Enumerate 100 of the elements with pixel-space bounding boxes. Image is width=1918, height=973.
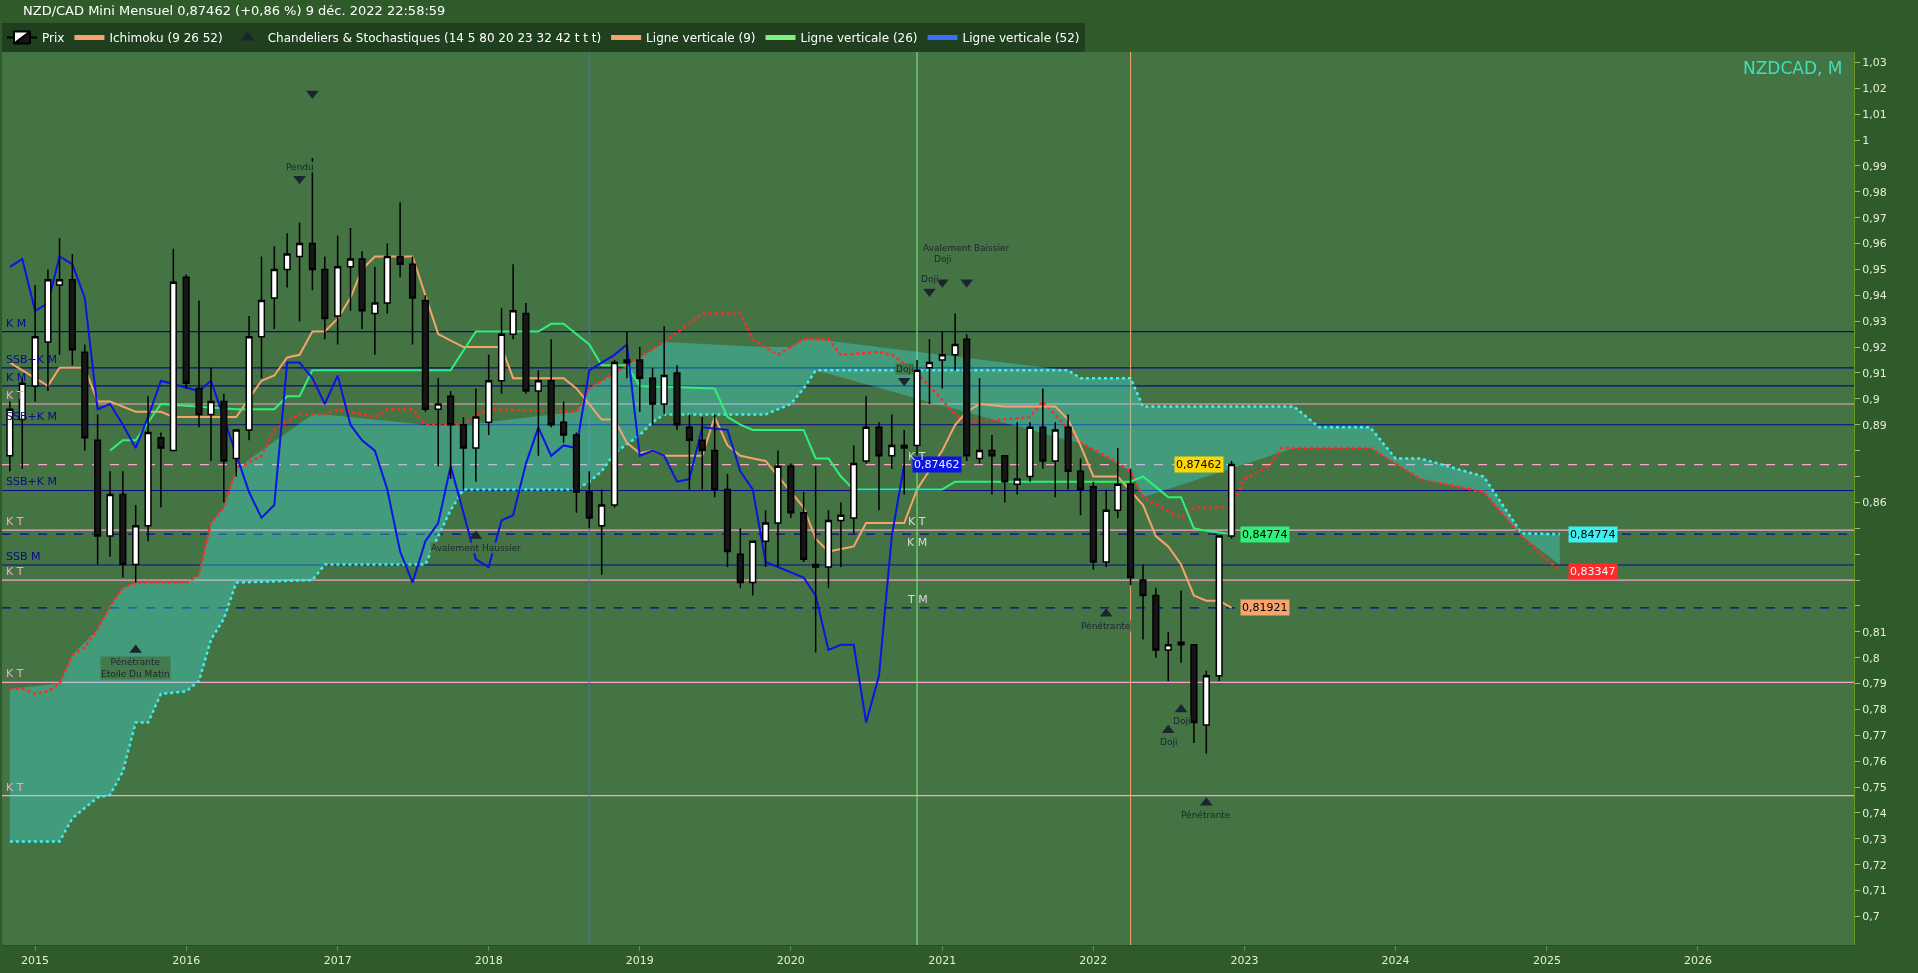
candlestick	[1039, 387, 1047, 470]
candlestick	[1064, 413, 1072, 491]
candlestick	[787, 462, 795, 519]
annotation: T M	[907, 593, 928, 606]
line-series	[8, 255, 1233, 609]
candlestick	[1051, 421, 1059, 498]
candlestick	[812, 465, 820, 654]
y-tick-label: 0,7	[1862, 910, 1880, 924]
annotation: K T	[908, 515, 926, 528]
y-tick-label: 0,8	[1862, 651, 1880, 665]
data-label: Pénétrante Etoile Du Matin	[101, 657, 170, 679]
data-label: Pénétrante	[1081, 621, 1131, 631]
candlestick	[660, 325, 668, 416]
x-tick-label: 2024	[1381, 954, 1410, 968]
data-label: Avalement Haussier	[431, 543, 522, 553]
y-tick-label: 1	[1862, 133, 1870, 147]
data-label: 0,84774	[1570, 528, 1616, 541]
y-tick-label: 0,93	[1862, 315, 1887, 329]
y-tick-label: 0,9	[1862, 392, 1880, 406]
annotation: K M	[907, 536, 928, 549]
candlestick	[685, 413, 693, 491]
y-tick-label: 0,71	[1862, 884, 1887, 898]
candlestick	[736, 527, 744, 589]
candlestick	[975, 377, 984, 465]
legend-label: Ligne verticale (52)	[962, 31, 1080, 46]
candlestick	[144, 395, 152, 542]
ref-line-label: K T	[6, 515, 24, 528]
candlestick	[371, 266, 379, 356]
candlestick	[358, 250, 366, 330]
candlestick	[888, 413, 896, 470]
candlestick	[81, 343, 89, 452]
candlestick	[963, 333, 971, 462]
y-tick-label: 0,97	[1862, 211, 1887, 225]
y-tick-label: 1,02	[1862, 82, 1887, 96]
x-tick-label: 2019	[625, 954, 654, 968]
candlestick	[900, 429, 908, 496]
y-tick-label: 0,89	[1862, 418, 1887, 432]
candlestick	[346, 227, 355, 312]
candlestick	[610, 359, 619, 509]
candlestick	[824, 509, 833, 589]
y-tick-label: 0,86	[1862, 496, 1887, 510]
data-label: Doji	[934, 254, 952, 264]
candlestick	[447, 390, 455, 480]
candlestick	[598, 488, 606, 576]
candlestick	[837, 501, 845, 568]
candlestick	[862, 395, 870, 465]
data-label: Doji	[1173, 716, 1191, 726]
data-label: 0,83347	[1570, 565, 1616, 578]
candlestick	[560, 400, 568, 444]
y-tick-label: 0,96	[1862, 237, 1887, 251]
candlestick	[207, 367, 215, 462]
y-tick-label: 0,99	[1862, 159, 1887, 173]
candlestick	[711, 413, 719, 498]
data-label: 0,84774	[1242, 528, 1288, 541]
candlestick	[774, 449, 782, 568]
candlestick	[951, 312, 959, 372]
x-tick-label: 2021	[928, 954, 957, 968]
candlestick	[1114, 447, 1122, 519]
candlestick	[421, 294, 429, 413]
text: 0,87462	[1176, 458, 1222, 471]
x-tick-label: 2022	[1079, 954, 1108, 968]
ref-line-label: K M	[6, 371, 27, 384]
candlestick	[295, 222, 304, 322]
candlestick	[761, 509, 770, 568]
x-tick-label: 2025	[1532, 954, 1561, 968]
y-tick-label: 0,92	[1862, 340, 1887, 354]
ref-line-label: K T	[6, 781, 24, 794]
data-label: Doji	[1160, 737, 1178, 747]
legend-label: Chandeliers & Stochastiques (14 5 80 20 23 32 42 t t t)	[267, 31, 602, 46]
x-tick-label: 2023	[1230, 954, 1259, 968]
ref-line-label: K T	[6, 389, 24, 402]
x-tick-label: 2018	[474, 954, 503, 968]
candlestick	[119, 470, 127, 579]
candlestick	[585, 470, 593, 530]
candlestick	[1076, 457, 1085, 517]
candlestick	[1202, 669, 1210, 755]
y-tick-label: 0,79	[1862, 677, 1887, 691]
candlestick	[157, 431, 165, 509]
ref-line-label: SSB+K M	[6, 475, 57, 488]
data-label: 0,81921	[1242, 601, 1288, 614]
legend-label: Ligne verticale (26)	[800, 31, 918, 46]
candlestick	[1190, 643, 1198, 744]
y-tick-label: 0,77	[1862, 729, 1887, 743]
candlestick	[1152, 587, 1160, 659]
candlestick	[1089, 480, 1097, 571]
point	[1174, 703, 1188, 713]
candlestick	[800, 491, 808, 563]
candlestick	[396, 201, 404, 278]
candlestick	[408, 255, 417, 346]
y-tick-label: 0,81	[1862, 625, 1887, 639]
candlestick	[132, 504, 140, 584]
candlestick	[459, 416, 468, 491]
candlestick	[106, 470, 114, 558]
candlestick	[182, 273, 190, 390]
candlestick	[485, 354, 493, 436]
y-tick-label: 0,73	[1862, 832, 1887, 846]
x-tick-label: 2020	[776, 954, 805, 968]
candlestick	[723, 473, 732, 568]
candlestick	[257, 255, 266, 379]
y-tick-label: 0,94	[1862, 289, 1887, 303]
